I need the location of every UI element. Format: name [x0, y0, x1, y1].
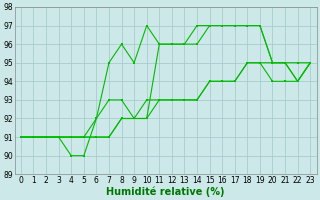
X-axis label: Humidité relative (%): Humidité relative (%): [106, 186, 225, 197]
